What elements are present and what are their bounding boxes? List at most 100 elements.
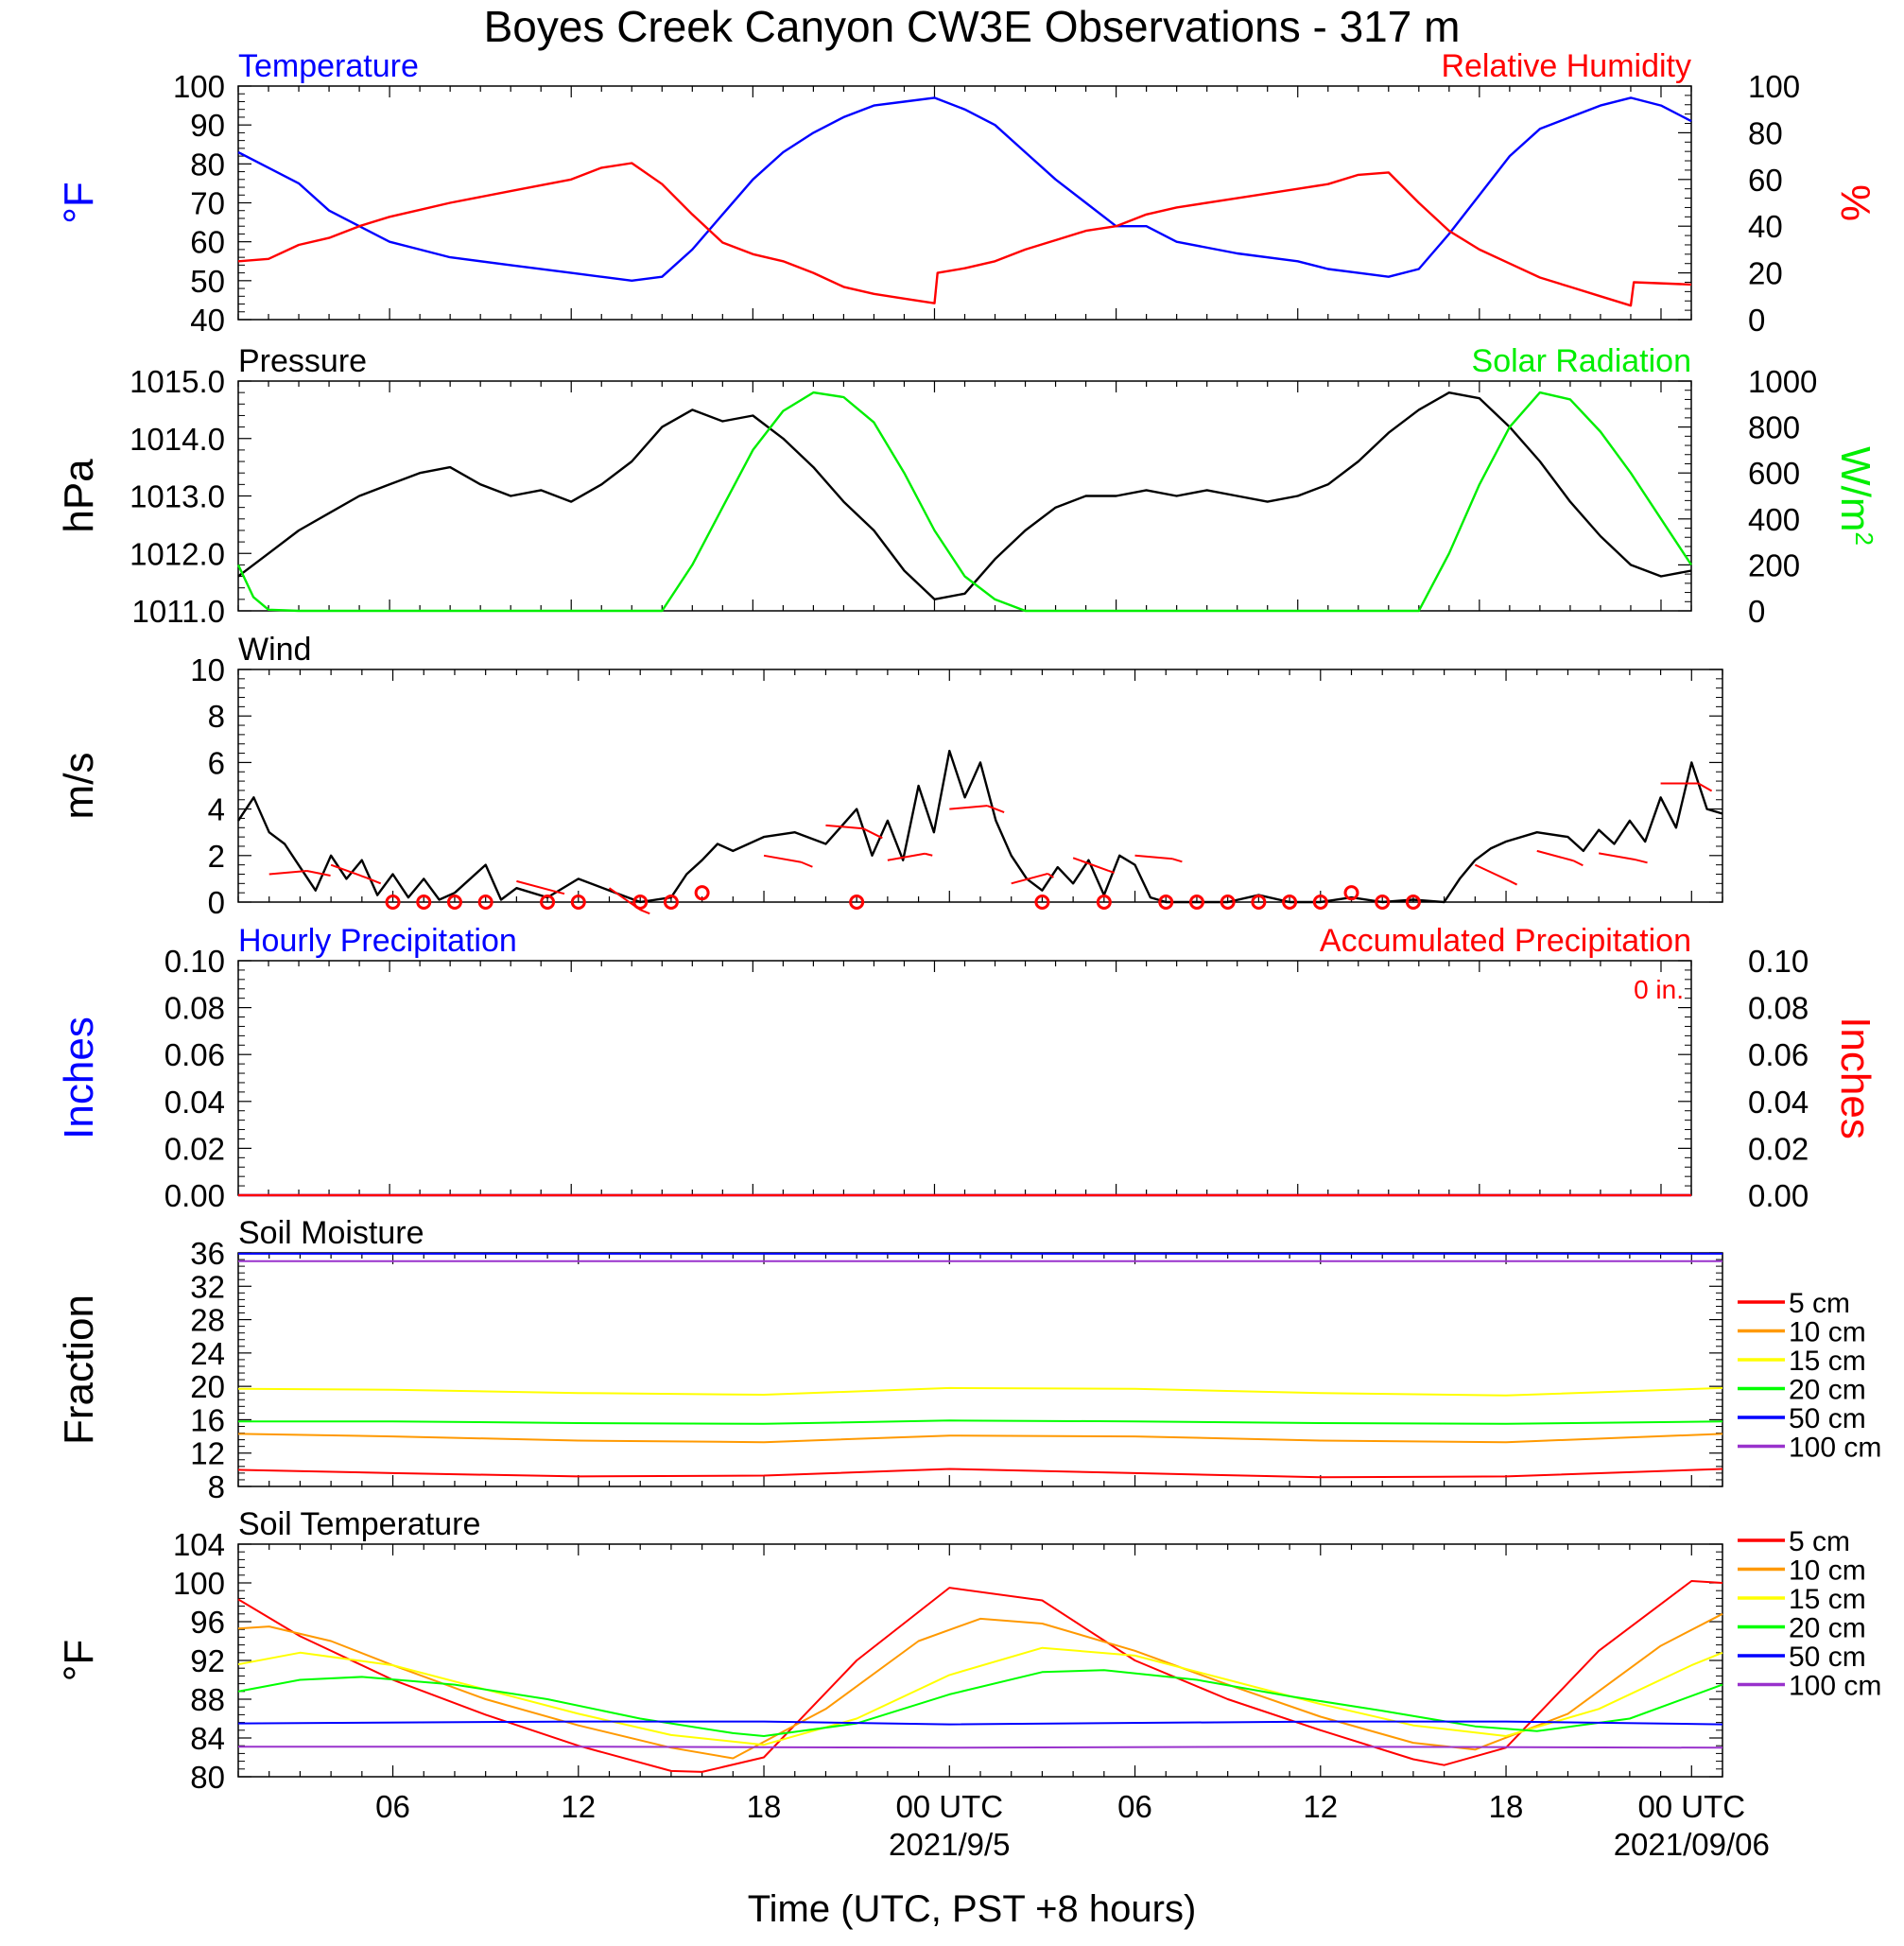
calm-marker [1343, 885, 1359, 901]
calm-marker [694, 885, 710, 901]
x-tick-label: 06 [1117, 1789, 1152, 1824]
plot-frame [237, 960, 1692, 1196]
y-left-tick-label: 0.00 [164, 1178, 225, 1213]
series-5-cm-line [237, 1580, 1723, 1773]
y-left-tick-label: 0.02 [164, 1131, 225, 1166]
series-15-cm-line [237, 1646, 1723, 1746]
calm-marker [1034, 895, 1050, 910]
y-left-units: °F [56, 182, 102, 223]
wind-barb-shaft [887, 852, 926, 861]
x-tick-label: 00 UTC [895, 1789, 1003, 1824]
y-left-tick-label: 20 [190, 1369, 225, 1404]
y-right-tick-label: 800 [1748, 410, 1800, 445]
y-right-tick-label: 60 [1748, 163, 1783, 198]
panel-wind: 0 2 4 6 8 10 Wind m/s [56, 632, 1723, 920]
y-left-tick-label: 1013.0 [130, 479, 225, 514]
calm-marker [416, 895, 432, 910]
y-right-tick-label: 0.06 [1748, 1037, 1809, 1072]
calm-marker [1375, 895, 1391, 910]
wind-barb-flag [366, 877, 382, 885]
y-left-tick-label: 92 [190, 1643, 225, 1678]
y-right-tick-label: 80 [1748, 115, 1783, 150]
y-right-tick-label: 0.08 [1748, 991, 1809, 1026]
y-left-tick-label: 100 [173, 69, 225, 104]
series-20-cm-line [237, 1669, 1723, 1737]
legend-label: 20 cm [1789, 1375, 1866, 1406]
y-left-tick-label: 16 [190, 1402, 225, 1437]
wind-barb-shaft [1598, 852, 1636, 861]
series-5-cm-line [237, 1468, 1723, 1479]
y-right-tick-label: 0 [1748, 303, 1765, 338]
series-wind-speed-line [237, 749, 1723, 904]
y-left-tick-label: 40 [190, 303, 225, 338]
x-tick-label: 00 UTC [1637, 1789, 1745, 1824]
y-left-tick-label: 70 [190, 186, 225, 221]
y-right-units: Inches [1832, 1016, 1878, 1139]
wind-barb-flag [1509, 879, 1518, 886]
calm-marker [385, 895, 401, 910]
panel-title-right: Solar Radiation [1472, 343, 1691, 379]
y-right-tick-label: 100 [1748, 69, 1800, 104]
series-10-cm-line [237, 1433, 1723, 1444]
y-right-tick-label: 1000 [1748, 364, 1817, 399]
wind-barb-shaft [1011, 873, 1048, 885]
y-left-tick-label: 100 [173, 1566, 225, 1601]
calm-marker [663, 895, 679, 910]
y-left-units: hPa [56, 459, 102, 533]
x-axis-label: Time (UTC, PST +8 hours) [748, 1888, 1197, 1930]
calm-marker [1251, 895, 1267, 910]
wind-barb-flag [1572, 860, 1584, 867]
wind-barb-shaft [330, 863, 368, 879]
legend-label: 50 cm [1789, 1403, 1866, 1434]
legend-label: 100 cm [1789, 1671, 1881, 1702]
y-left-tick-label: 60 [190, 225, 225, 260]
x-date-label: 2021/09/06 [1614, 1827, 1770, 1862]
wind-barb-flag [1698, 782, 1713, 792]
y-left-tick-label: 88 [190, 1682, 225, 1717]
calm-marker [632, 895, 649, 910]
y-right-tick-label: 0.02 [1748, 1131, 1809, 1166]
y-left-tick-label: 80 [190, 1760, 225, 1795]
panel-temperature_humidity: 40 50 60 70 80 90 100 0 20 40 60 80 100 Temperature Re… [56, 48, 1878, 338]
legend-label: 50 cm [1789, 1642, 1866, 1673]
chart-title: Boyes Creek Canyon CW3E Observations - 3… [484, 2, 1461, 51]
series-15-cm-line [237, 1386, 1723, 1397]
wind-barb-shaft [1134, 854, 1173, 860]
legend-label: 15 cm [1789, 1584, 1866, 1615]
legend-label: 5 cm [1789, 1288, 1850, 1319]
legend-label: 5 cm [1789, 1526, 1850, 1557]
wind-barb-flag [925, 852, 933, 857]
wind-barb-flag [639, 909, 650, 915]
y-left-tick-label: 12 [190, 1436, 225, 1471]
wind-barb-shaft [825, 824, 864, 830]
panel-title-left: Soil Temperature [238, 1506, 480, 1542]
series-solar-radiation-line [236, 391, 1693, 613]
y-left-tick-label: 10 [190, 652, 225, 687]
calm-marker [1096, 895, 1112, 910]
y-left-tick-label: 0.10 [164, 944, 225, 979]
y-left-tick-label: 0 [208, 885, 225, 920]
y-left-tick-label: 2 [208, 839, 225, 874]
y-left-tick-label: 0.06 [164, 1037, 225, 1072]
wind-barb-shaft [949, 805, 988, 810]
calm-marker [446, 895, 462, 910]
wind-barb-shaft [1474, 863, 1511, 882]
y-right-tick-label: 40 [1748, 209, 1783, 244]
wind-barb-flag [1172, 858, 1183, 863]
wind-barb-flag [862, 827, 883, 840]
calm-marker [1312, 895, 1328, 910]
x-date-label: 2021/9/5 [889, 1827, 1010, 1862]
series-pressure-line [237, 391, 1692, 600]
x-tick-label: 18 [747, 1789, 782, 1824]
y-right-tick-label: 20 [1748, 256, 1783, 291]
wind-barb-flag [1636, 859, 1648, 864]
y-left-tick-label: 90 [190, 108, 225, 143]
y-right-tick-label: 0 [1748, 594, 1765, 629]
panel-pressure_solar: 1011.0 1012.0 1013.0 1014.0 1015.0 0 200 400 600… [56, 343, 1878, 629]
series-100-cm-line [238, 1746, 1723, 1749]
y-left-units: m/s [56, 753, 102, 820]
legend-label: 15 cm [1789, 1346, 1866, 1377]
y-right-tick-label: 200 [1748, 547, 1800, 582]
